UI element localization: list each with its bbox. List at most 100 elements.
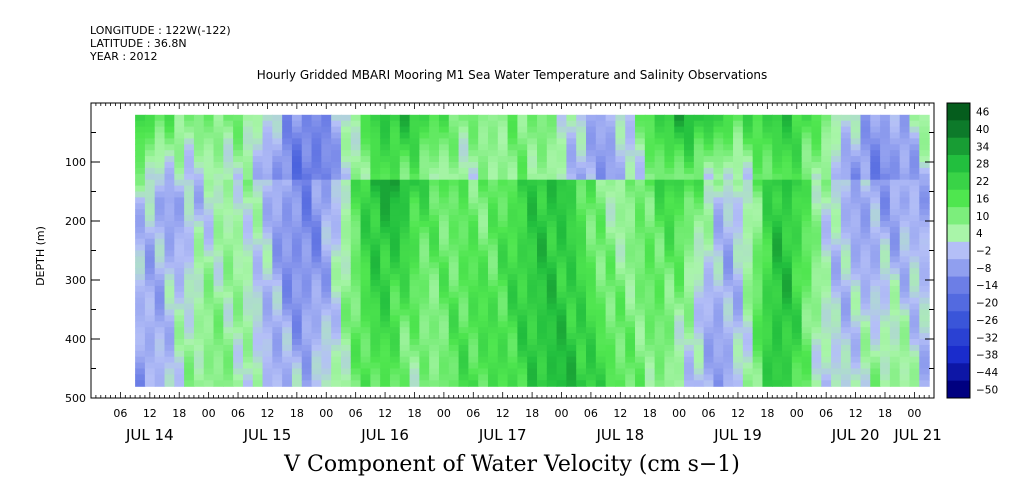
heatmap-cell	[174, 368, 185, 375]
heatmap-cell	[889, 173, 901, 181]
heatmap-cell	[860, 126, 871, 134]
heatmap-cell	[831, 120, 842, 128]
heatmap-cell	[497, 209, 509, 216]
heatmap-cell	[311, 132, 322, 139]
heatmap-cell	[135, 309, 146, 316]
heatmap-cell	[370, 185, 381, 193]
heatmap-cell	[654, 327, 666, 334]
heatmap-cell	[193, 197, 205, 204]
heatmap-cell	[409, 232, 420, 240]
heatmap-cell	[262, 132, 273, 139]
heatmap-cell	[458, 297, 469, 305]
heatmap-cell	[880, 362, 891, 370]
heatmap-cell	[625, 321, 636, 328]
heatmap-cell	[527, 280, 538, 287]
heatmap-cell	[801, 297, 813, 305]
heatmap-cell	[644, 238, 656, 246]
heatmap-cell	[742, 209, 754, 216]
heatmap-cell	[419, 203, 430, 210]
heatmap-cell	[576, 268, 587, 275]
heatmap-cell	[772, 114, 783, 122]
heatmap-cell	[507, 209, 518, 216]
heatmap-cell	[762, 150, 773, 157]
heatmap-cell	[635, 380, 646, 387]
heatmap-cell	[311, 144, 322, 151]
heatmap-cell	[899, 191, 911, 198]
heatmap-cell	[664, 191, 675, 198]
heatmap-cell	[899, 339, 911, 346]
heatmap-cell	[880, 244, 891, 252]
heatmap-cell	[576, 344, 587, 352]
heatmap-cell	[213, 333, 224, 340]
heatmap-cell	[625, 156, 636, 163]
heatmap-cell	[458, 309, 469, 316]
heatmap-cell	[135, 132, 146, 139]
heatmap-cell	[478, 114, 489, 122]
heatmap-cell	[154, 362, 166, 370]
heatmap-cell	[615, 344, 626, 352]
heatmap-cell	[713, 344, 724, 352]
heatmap-cell	[801, 350, 813, 358]
heatmap-cell	[527, 344, 538, 352]
heatmap-cell	[586, 374, 597, 381]
heatmap-cell	[399, 221, 411, 228]
heatmap-cell	[399, 250, 411, 257]
heatmap-cell	[389, 162, 401, 169]
heatmap-cell	[144, 327, 156, 334]
heatmap-cell	[399, 226, 411, 234]
heatmap-cell	[860, 173, 871, 181]
heatmap-cell	[144, 144, 156, 151]
heatmap-cell	[468, 215, 479, 222]
heatmap-cell	[566, 197, 577, 204]
heatmap-cell	[899, 185, 911, 193]
heatmap-cell	[497, 344, 509, 352]
heatmap-cell	[537, 144, 548, 151]
heatmap-cell	[733, 203, 744, 210]
heatmap-cell	[850, 356, 862, 364]
heatmap-cell	[301, 144, 313, 151]
heatmap-cell	[762, 285, 773, 293]
heatmap-cell	[654, 138, 666, 145]
heatmap-cell	[242, 221, 254, 228]
heatmap-cell	[380, 167, 391, 175]
heatmap-cell	[889, 126, 901, 134]
heatmap-cell	[723, 374, 734, 381]
heatmap-cell	[360, 221, 371, 228]
heatmap-cell	[233, 232, 244, 240]
heatmap-cell	[635, 262, 646, 269]
heatmap-cell	[664, 344, 675, 352]
heatmap-cell	[399, 132, 411, 139]
heatmap-cell	[331, 203, 342, 210]
heatmap-cell	[184, 138, 195, 145]
heatmap-cell	[791, 297, 803, 305]
heatmap-cell	[782, 380, 793, 387]
heatmap-cell	[154, 291, 166, 299]
heatmap-cell	[301, 173, 313, 181]
heatmap-cell	[448, 120, 460, 128]
heatmap-cell	[919, 333, 930, 340]
heatmap-cell	[419, 173, 430, 181]
heatmap-cell	[311, 362, 322, 370]
heatmap-cell	[811, 315, 822, 322]
heatmap-cell	[213, 144, 224, 151]
heatmap-cell	[389, 150, 401, 157]
heatmap-cell	[801, 344, 813, 352]
heatmap-cell	[527, 215, 538, 222]
heatmap-cell	[615, 191, 626, 198]
heatmap-cell	[693, 226, 705, 234]
heatmap-cell	[840, 191, 852, 198]
heatmap-cell	[625, 221, 636, 228]
heatmap-cell	[380, 238, 391, 246]
colorbar-swatch	[947, 120, 970, 139]
heatmap-cell	[586, 285, 597, 293]
heatmap-cell	[546, 297, 558, 305]
heatmap-cell	[821, 350, 832, 358]
heatmap-cell	[507, 150, 518, 157]
heatmap-cell	[370, 315, 381, 322]
heatmap-cell	[478, 256, 489, 263]
heatmap-cell	[762, 144, 773, 151]
heatmap-cell	[370, 179, 381, 187]
heatmap-cell	[703, 173, 715, 181]
heatmap-cell	[350, 274, 362, 281]
heatmap-cell	[154, 268, 166, 275]
